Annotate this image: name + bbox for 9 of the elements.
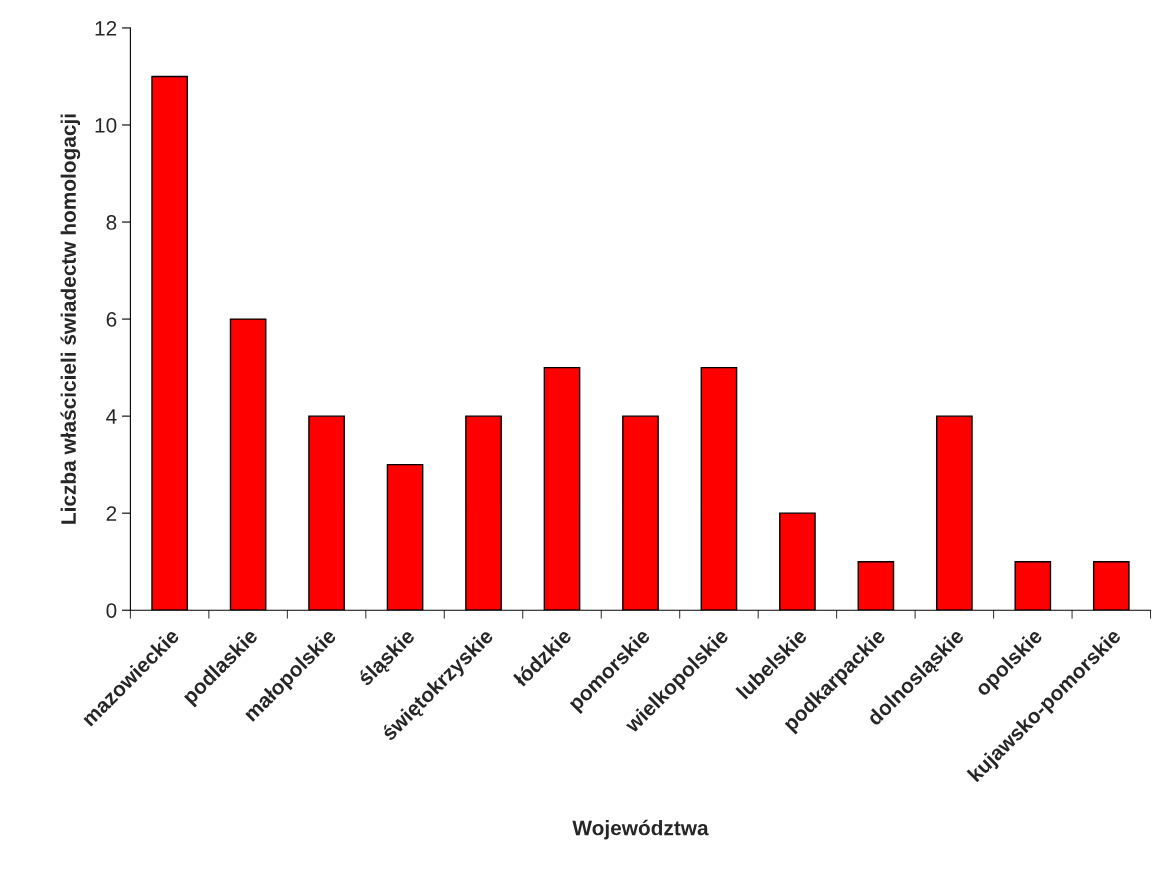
y-tick-label: 2	[106, 506, 117, 521]
y-tick-label: 8	[106, 215, 117, 230]
y-tick-label: 12	[95, 20, 117, 36]
x-axis-title: Województwa	[572, 819, 709, 840]
y-tick-label: 4	[106, 409, 117, 424]
y-tick-label: 0	[106, 603, 117, 618]
y-tick-label: 10	[95, 117, 117, 133]
y-tick-label: 6	[106, 312, 117, 327]
y-axis-title: Liczba właścicieli świadectw homologacji	[60, 114, 81, 524]
